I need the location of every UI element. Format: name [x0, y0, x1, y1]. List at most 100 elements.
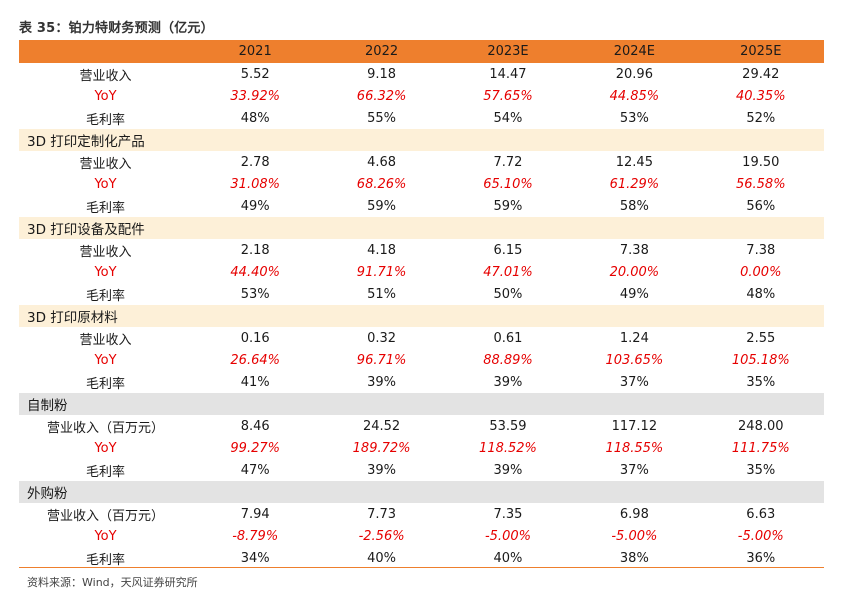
financial-forecast-table: 2021 2022 2023E 2024E 2025E 营业收入 5.52 9.… [19, 40, 824, 569]
table-cell: 48% [240, 110, 270, 126]
table-cell: 65.10% [483, 176, 533, 192]
row-label: YoY [94, 440, 117, 456]
section-title: 3D 打印定制化产品 [19, 129, 824, 151]
table-cell: 7.35 [493, 506, 523, 522]
table-cell: 96.71% [356, 352, 407, 368]
table-cell: 38% [619, 550, 649, 566]
table-cell: 24.52 [362, 418, 401, 434]
table-cell: 50% [493, 286, 523, 302]
table-cell: 53% [240, 286, 270, 302]
section-title: 外购粉 [19, 481, 824, 503]
table-cell: 7.73 [367, 506, 397, 522]
table-cell: 29.42 [697, 62, 824, 85]
table-cell: 37% [619, 462, 649, 478]
table-row-margin: 毛利率 34% 40% 40% 38% 36% [19, 547, 824, 569]
table-cell: 53% [619, 110, 649, 126]
table-cell: -5.00% [611, 528, 658, 544]
table-row-revenue: 营业收入 2.18 4.18 6.15 7.38 7.38 [19, 239, 824, 261]
table-cell: 2.55 [746, 330, 776, 346]
table-row-yoy: YoY 26.64% 96.71% 88.89% 103.65% 105.18% [19, 349, 824, 371]
table-cell: 118.52% [479, 440, 537, 456]
table-row-margin: 毛利率 53% 51% 50% 49% 48% [19, 283, 824, 305]
table-cell: 34% [240, 550, 270, 566]
table-cell: 37% [619, 374, 649, 390]
table-cell: 55% [367, 110, 397, 126]
table-cell: 0.61 [493, 330, 523, 346]
table-cell: 6.98 [619, 506, 649, 522]
table-cell: 0.00% [740, 264, 782, 280]
table-cell: 56% [746, 198, 776, 214]
table-cell: 189.72% [352, 440, 411, 456]
table-cell: 91.71% [356, 264, 407, 280]
table-row-revenue: 营业收入（百万元） 8.46 24.52 53.59 117.12 248.00 [19, 415, 824, 437]
table-cell: 48% [746, 286, 776, 302]
table-cell: 57.65% [483, 88, 533, 104]
table-row-margin: 毛利率 47% 39% 39% 37% 35% [19, 459, 824, 481]
table-cell: 88.89% [483, 352, 533, 368]
table-cell: -8.79% [232, 528, 279, 544]
table-cell: 36% [746, 550, 776, 566]
table-cell: 52% [746, 110, 776, 126]
section-title: 3D 打印设备及配件 [19, 217, 824, 239]
table-cell: 7.38 [746, 242, 776, 258]
table-bottom-rule [19, 567, 824, 568]
table-cell: 20.00% [609, 264, 660, 280]
table-cell: 66.32% [356, 88, 407, 104]
table-row-revenue: 营业收入 0.16 0.32 0.61 1.24 2.55 [19, 327, 824, 349]
table-cell: 49% [619, 286, 649, 302]
section-header: 外购粉 [19, 481, 824, 503]
table-row-margin: 毛利率 49% 59% 59% 58% 56% [19, 195, 824, 217]
table-cell: 6.63 [746, 506, 776, 522]
column-header: 2023E [444, 40, 572, 63]
row-label: 营业收入 [19, 62, 192, 85]
table-cell: 2.18 [240, 242, 270, 258]
table-cell: 35% [746, 462, 776, 478]
table-cell: 51% [367, 286, 397, 302]
table-cell: 5.52 [192, 62, 319, 85]
table-cell: 47.01% [483, 264, 533, 280]
table-cell: 39% [493, 374, 523, 390]
row-label: 毛利率 [85, 288, 125, 304]
table-row-yoy: YoY 99.27% 189.72% 118.52% 118.55% 111.7… [19, 437, 824, 459]
row-label: 毛利率 [85, 112, 125, 128]
table-cell: 4.68 [367, 154, 397, 170]
row-label: YoY [94, 352, 117, 368]
table-cell: 31.08% [230, 176, 280, 192]
table-cell: 35% [746, 374, 776, 390]
column-header: 2025E [697, 40, 824, 63]
row-label: 毛利率 [85, 376, 125, 392]
table-row-total-yoy: YoY 33.92% 66.32% 57.65% 44.85% 40.35% [19, 85, 824, 107]
section-header: 3D 打印原材料 [19, 305, 824, 327]
table-cell: 53.59 [489, 418, 527, 434]
source-note: 资料来源：Wind，天风证券研究所 [27, 576, 198, 589]
table-cell: 19.50 [742, 154, 780, 170]
table-row-yoy: YoY -8.79% -2.56% -5.00% -5.00% -5.00% [19, 525, 824, 547]
row-label: YoY [94, 88, 117, 104]
table-cell: 56.58% [735, 176, 786, 192]
table-cell: 33.92% [230, 88, 280, 104]
table-cell: 7.94 [240, 506, 270, 522]
table-cell: -5.00% [484, 528, 531, 544]
table-cell: 39% [493, 462, 523, 478]
table-cell: 47% [240, 462, 270, 478]
table-cell: 44.40% [230, 264, 280, 280]
table-cell: 99.27% [230, 440, 280, 456]
section-header: 自制粉 [19, 393, 824, 415]
table-cell: 117.12 [611, 418, 658, 434]
table-cell: 4.18 [367, 242, 397, 258]
table-cell: 54% [493, 110, 523, 126]
table-cell: 103.65% [605, 352, 664, 368]
table-cell: 61.29% [609, 176, 660, 192]
column-header: 2024E [571, 40, 698, 63]
table-cell: 58% [619, 198, 649, 214]
table-row-total-margin: 毛利率 48% 55% 54% 53% 52% [19, 107, 824, 129]
table-cell: 2.78 [240, 154, 270, 170]
table-cell: 7.38 [619, 242, 649, 258]
section-header: 3D 打印设备及配件 [19, 217, 824, 239]
row-label: 毛利率 [85, 200, 125, 216]
table-cell: 118.55% [605, 440, 664, 456]
table-cell: 59% [367, 198, 397, 214]
header-label-cell [19, 40, 192, 63]
table-row-revenue: 营业收入 2.78 4.68 7.72 12.45 19.50 [19, 151, 824, 173]
table-cell: 41% [240, 374, 270, 390]
